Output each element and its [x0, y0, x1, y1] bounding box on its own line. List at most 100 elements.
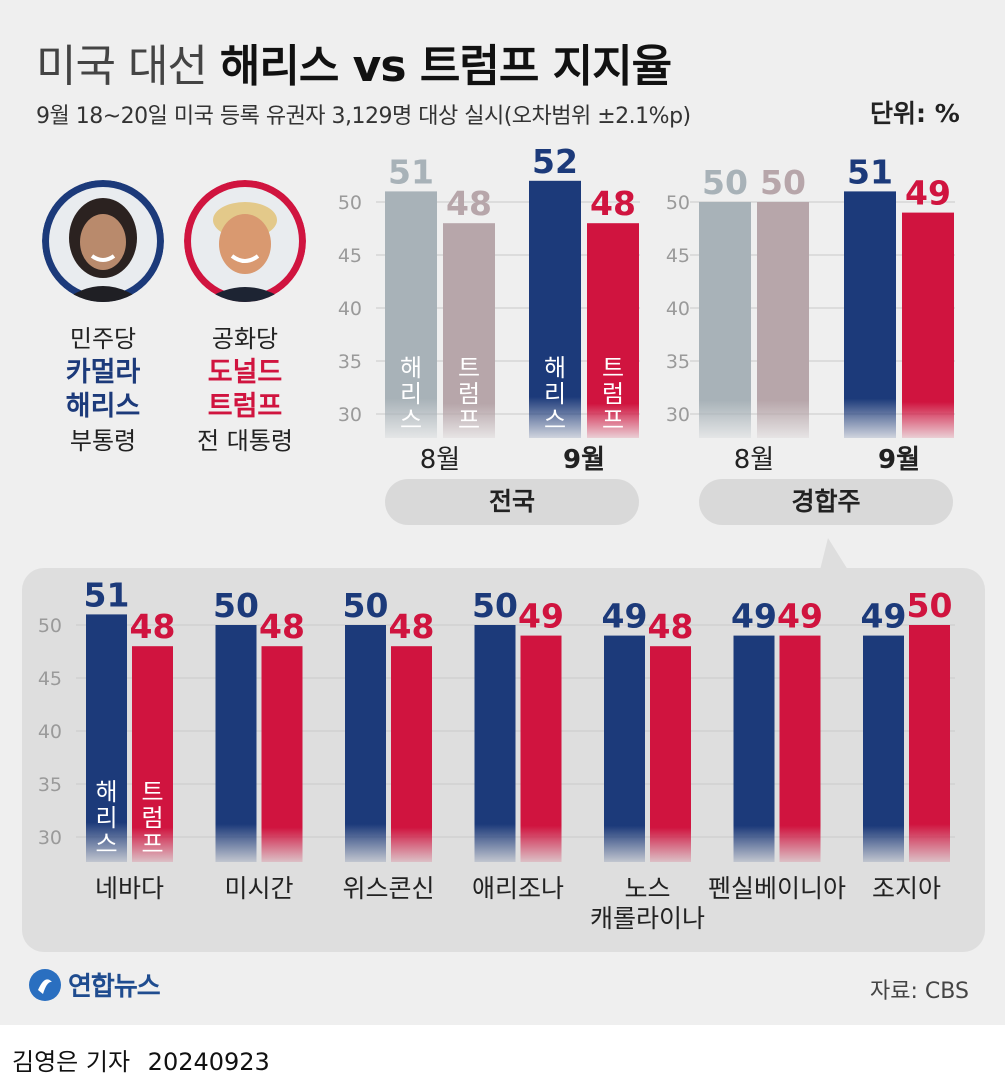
states-y-tick-40: 40: [38, 721, 62, 743]
states-bar-harris-1: [215, 625, 257, 862]
trump-portrait-icon: [184, 180, 306, 302]
chart-canvas: 30 35 40 45 50 51 해 리 스 48 트 럼 프 8월 52 해 리 스 48 트 럼 프 9월 30 35 40…: [38, 142, 955, 933]
group-label-national: 전국: [385, 479, 639, 525]
logo-text: 연합뉴스: [68, 972, 161, 1002]
states-value-label-harris-6: 49: [861, 597, 907, 636]
yonhap-logo-icon: [29, 968, 61, 1001]
states-value-label-harris-5: 49: [731, 597, 777, 636]
swing-value-label-harris-1: 51: [847, 152, 893, 191]
swing-y-tick-45: 45: [666, 245, 690, 267]
states-value-label-trump-4: 48: [648, 607, 694, 646]
harris-portrait: [42, 180, 164, 302]
swing-bar-harris-0: [699, 202, 751, 438]
states-category-label-2: 위스콘신: [342, 874, 434, 903]
panel-pointer-icon: [820, 538, 848, 570]
publish-date: 20240923: [147, 1048, 270, 1076]
states-value-label-harris-4: 49: [602, 597, 648, 636]
states-bar-harris-0: [86, 614, 127, 862]
swing-y-tick-40: 40: [666, 298, 690, 320]
swing-bar-trump-1: [902, 212, 954, 438]
harris-role: 부통령: [69, 427, 137, 455]
states-bar-trump-1: [261, 646, 303, 862]
states-category-label-4: 노스 캐롤라이나: [590, 874, 705, 933]
trump-name-line1: 도널드: [207, 357, 283, 388]
trump-info: 공화당 도널드 트럼프 전 대통령: [165, 322, 325, 458]
states-category-label-3: 애리조나: [472, 874, 564, 903]
title-bold: 해리스 vs 트럼프 지지율: [219, 41, 672, 92]
swing-y-tick-50: 50: [666, 192, 690, 214]
states-value-label-trump-0: 48: [130, 607, 176, 646]
states-bar-trump-6: [909, 625, 950, 862]
national-value-label-harris-1: 52: [532, 142, 578, 181]
swing-category-label-1: 9월: [878, 445, 920, 475]
states-bar-trump-4: [650, 646, 691, 862]
unit-label: 단위: %: [870, 99, 960, 128]
states-bar-trump-5: [779, 635, 821, 862]
states-value-label-trump-6: 50: [907, 586, 953, 625]
harris-info: 민주당 카멀라 해리스 부통령: [23, 322, 183, 458]
states-category-label-6: 조지아: [872, 874, 941, 903]
states-value-label-trump-3: 49: [518, 597, 564, 636]
states-value-label-trump-5: 49: [777, 597, 823, 636]
states-category-label-1: 미시간: [224, 874, 293, 903]
national-category-label-0: 8월: [420, 445, 460, 475]
national-bar-harris-0: [385, 191, 437, 438]
national-value-label-trump-1: 48: [590, 184, 636, 223]
swing-category-label-0: 8월: [734, 445, 774, 475]
reporter-name: 김영은 기자: [12, 1048, 131, 1076]
national-y-tick-30: 30: [338, 404, 362, 426]
swing-value-label-trump-1: 49: [905, 174, 951, 213]
states-bar-trump-2: [391, 646, 432, 862]
national-bar-trump-1: [587, 223, 639, 438]
harris-name-line2: 해리스: [65, 391, 141, 422]
states-bar-harris-5: [733, 635, 775, 862]
states-bar-harris-6: [863, 635, 904, 862]
national-y-tick-45: 45: [338, 245, 362, 267]
states-category-label-5: 펜실베이니아: [708, 874, 846, 903]
states-y-tick-50: 50: [38, 615, 62, 637]
trump-portrait: [184, 180, 306, 302]
states-bar-harris-2: [345, 625, 386, 862]
states-y-tick-30: 30: [38, 827, 62, 849]
states-y-tick-35: 35: [38, 774, 62, 796]
states-bar-harris-3: [474, 625, 516, 862]
national-value-label-harris-0: 51: [388, 152, 434, 191]
swing-value-label-trump-0: 50: [760, 163, 806, 202]
states-bar-trump-0: [132, 646, 173, 862]
states-category-label-0: 네바다: [95, 874, 164, 903]
states-value-label-harris-3: 50: [472, 586, 518, 625]
swing-value-label-harris-0: 50: [702, 163, 748, 202]
yonhap-logo: 연합뉴스: [28, 966, 161, 1003]
national-value-label-trump-0: 48: [446, 184, 492, 223]
subtitle: 9월 18~20일 미국 등록 유권자 3,129명 대상 실시(오차범위 ±2…: [36, 104, 691, 129]
title-light: 미국 대선: [36, 41, 208, 92]
national-y-tick-35: 35: [338, 351, 362, 373]
trump-party: 공화당: [211, 325, 279, 353]
trump-role: 전 대통령: [197, 427, 293, 455]
states-y-tick-45: 45: [38, 668, 62, 690]
national-bar-trump-0: [443, 223, 495, 438]
byline: 김영은 기자 20240923: [12, 1042, 270, 1077]
national-bar-harris-1: [529, 180, 581, 439]
states-value-label-trump-2: 48: [389, 607, 435, 646]
swing-bar-harris-1: [844, 191, 896, 438]
states-value-label-harris-2: 50: [343, 586, 389, 625]
source-label: 자료: CBS: [870, 979, 969, 1004]
trump-name-line2: 트럼프: [207, 391, 283, 422]
states-value-label-harris-1: 50: [213, 586, 259, 625]
national-y-tick-50: 50: [338, 192, 362, 214]
harris-name-line1: 카멀라: [65, 357, 141, 388]
harris-portrait-icon: [42, 180, 164, 302]
states-value-label-harris-0: 51: [84, 575, 130, 614]
states-bar-harris-4: [604, 635, 645, 862]
swing-bar-trump-0: [757, 202, 809, 438]
national-category-label-1: 9월: [563, 445, 605, 475]
group-label-swing: 경합주: [699, 479, 953, 525]
swing-y-tick-30: 30: [666, 404, 690, 426]
